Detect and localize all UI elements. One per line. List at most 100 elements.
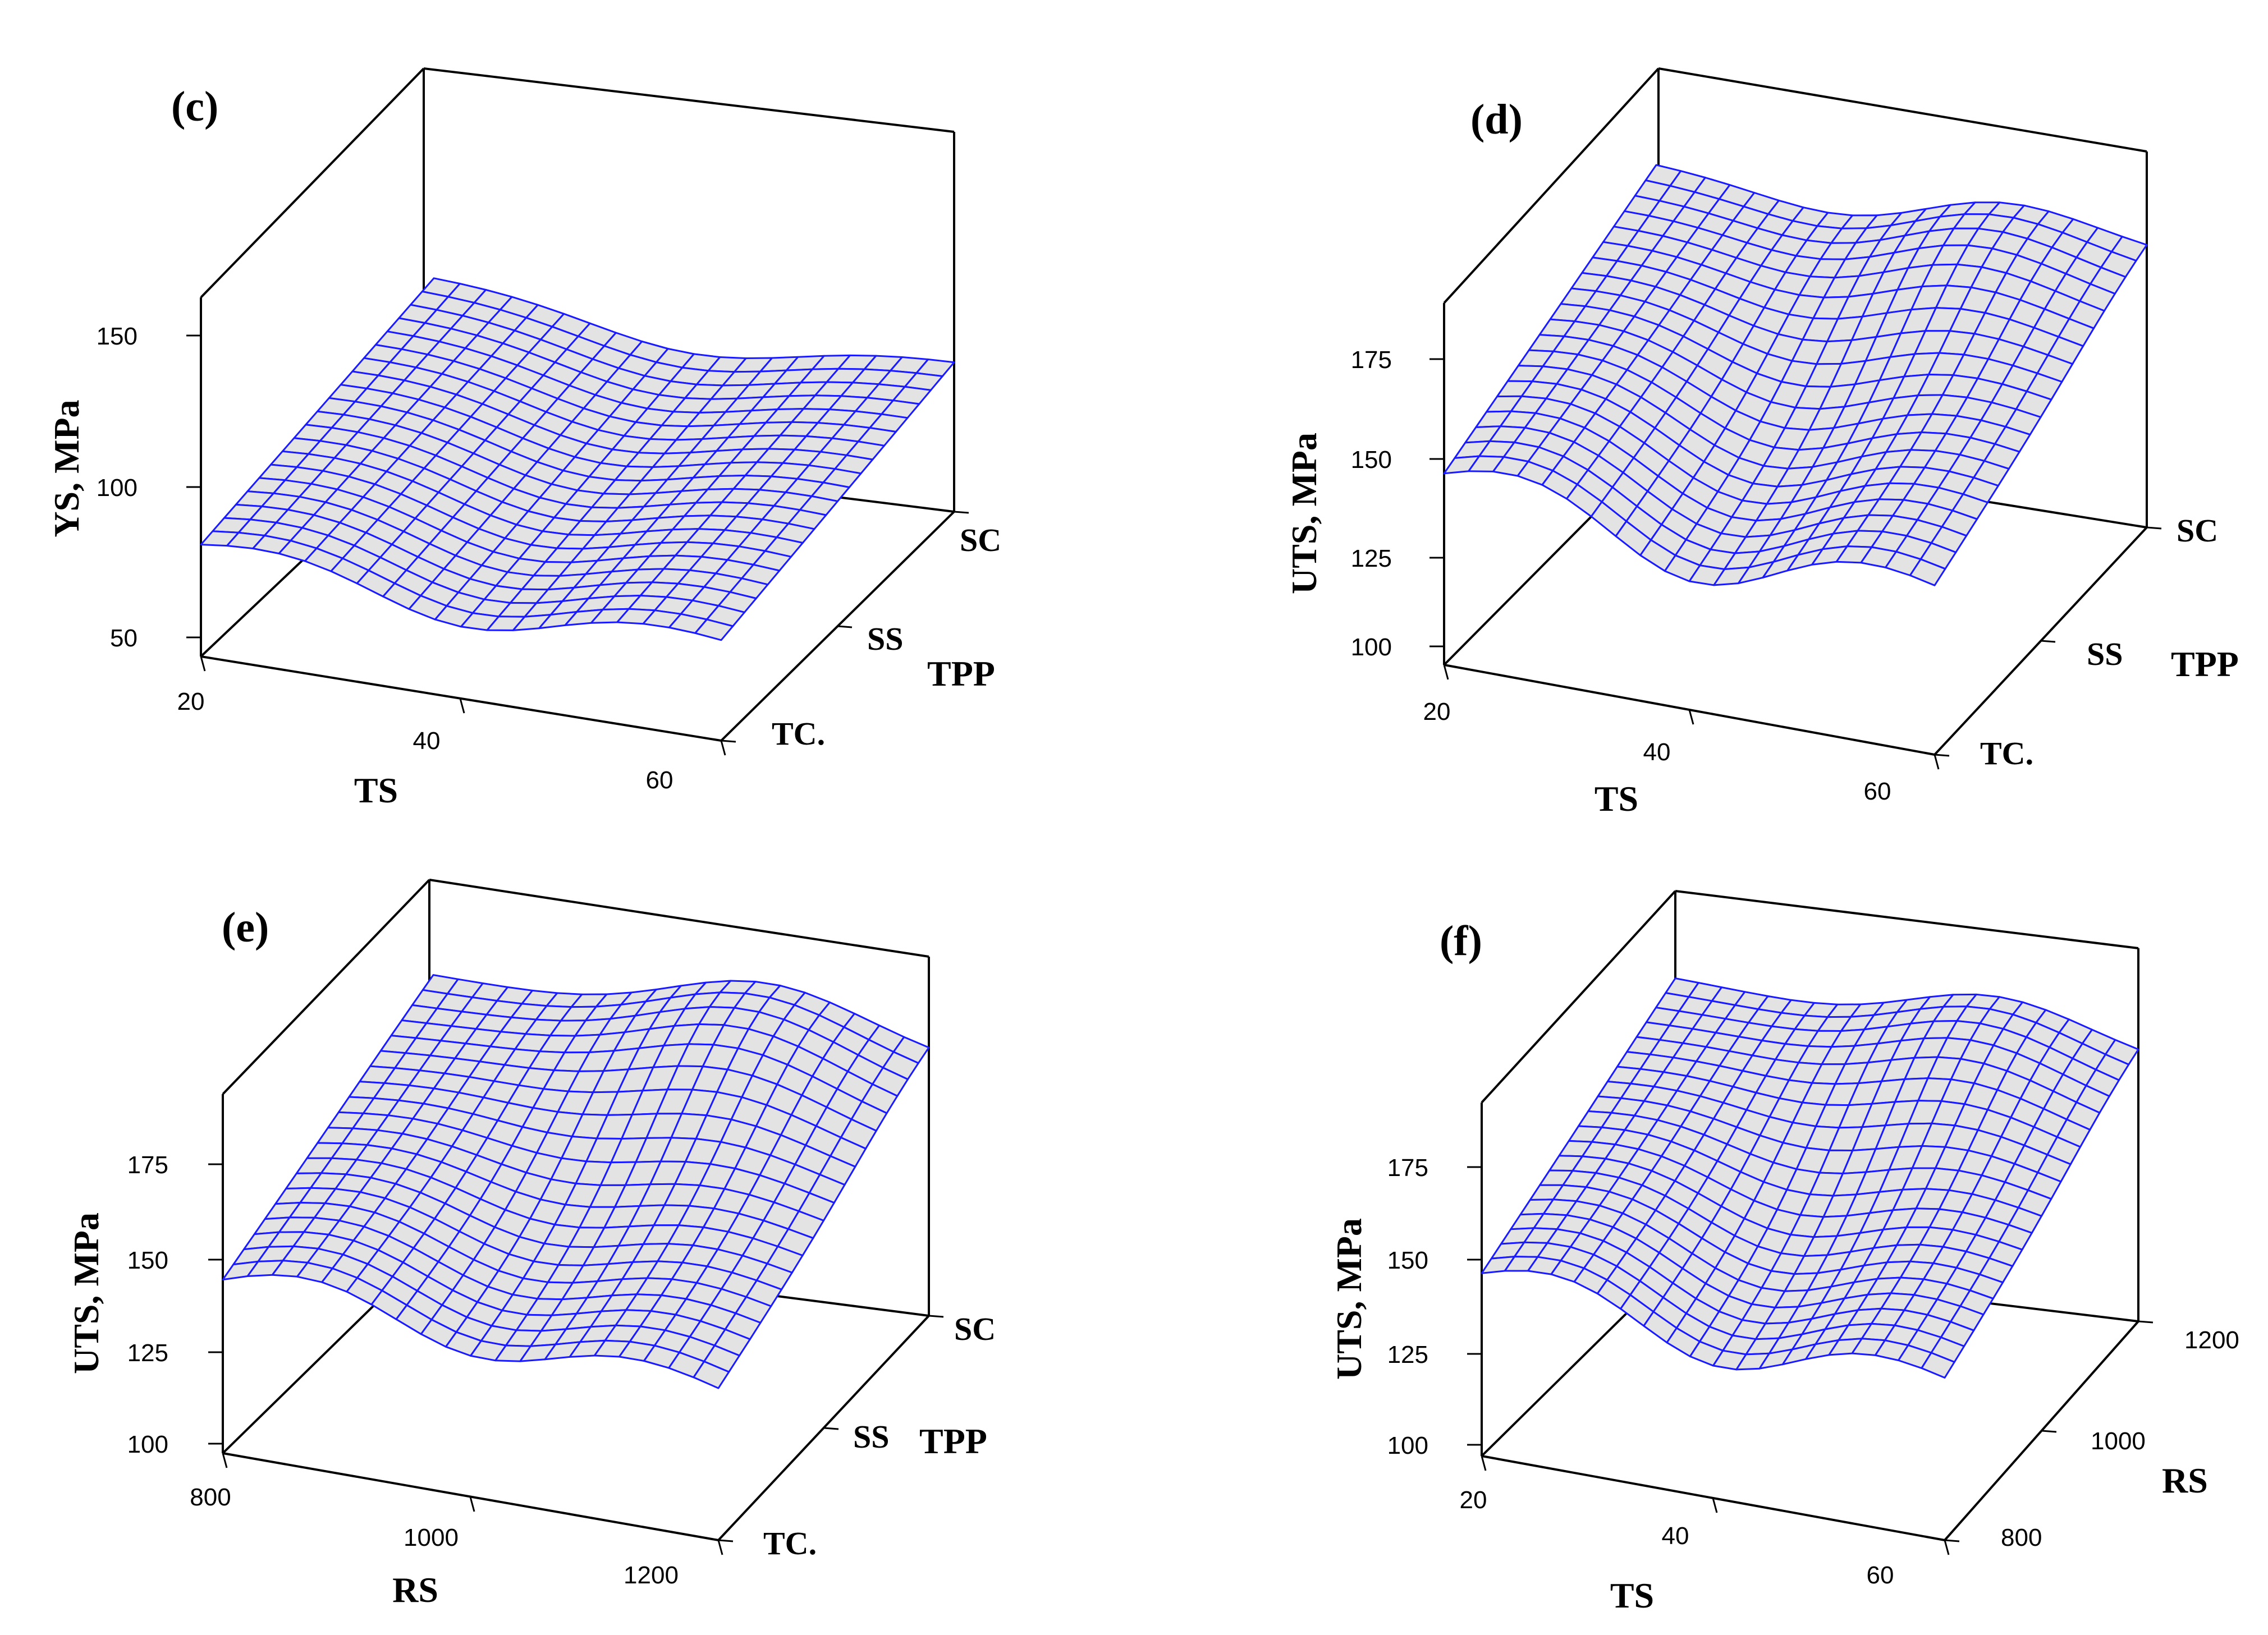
y-tick bbox=[718, 1539, 734, 1542]
y-tick bbox=[823, 1427, 839, 1430]
y-tick bbox=[721, 740, 736, 743]
x-tick bbox=[459, 698, 465, 714]
z-tick-label: 50 bbox=[110, 624, 138, 652]
x-tick-label: 40 bbox=[1662, 1522, 1689, 1550]
y-category-label: TC. bbox=[772, 715, 825, 752]
x-tick-label: 20 bbox=[177, 688, 205, 715]
x-tick bbox=[1933, 754, 1940, 770]
x-tick bbox=[720, 740, 726, 756]
x-tick-label: 60 bbox=[1864, 778, 1891, 805]
x-tick-label: 20 bbox=[1423, 698, 1451, 725]
response-surface bbox=[1443, 164, 2148, 586]
x-tick-label: 1200 bbox=[624, 1561, 679, 1589]
z-axis-title: UTS, MPa bbox=[1329, 1218, 1369, 1380]
back-top-edge bbox=[1658, 67, 2147, 153]
back-top-edge bbox=[429, 879, 929, 958]
x-axis-title: TS bbox=[1610, 1576, 1654, 1615]
z-axis-title: UTS, MPa bbox=[1284, 433, 1324, 594]
y-tick bbox=[1934, 754, 1950, 757]
x-ticks: 20 40 60 bbox=[177, 656, 726, 794]
z-axis-title: YS, MPa bbox=[47, 399, 86, 537]
y-category-label: 800 bbox=[2001, 1524, 2042, 1551]
y-tick bbox=[2138, 1320, 2154, 1324]
x-tick-label: 800 bbox=[190, 1484, 231, 1511]
surface-cell bbox=[694, 618, 734, 641]
x-tick bbox=[1944, 1540, 1950, 1555]
y-category-label: SS bbox=[853, 1418, 890, 1455]
y-category-label: SC bbox=[2177, 512, 2218, 549]
y-category-label: TC. bbox=[1980, 735, 2033, 771]
x-tick bbox=[1443, 664, 1449, 680]
x-axis-title: RS bbox=[392, 1570, 438, 1610]
z-tick-label: 100 bbox=[97, 474, 138, 502]
x-tick bbox=[469, 1496, 475, 1512]
top-left-edge bbox=[222, 879, 430, 1095]
panel-letter: (d) bbox=[1470, 96, 1523, 143]
z-tick-label: 150 bbox=[127, 1247, 168, 1274]
panel-c: 150 100 50 YS, MPa 20 40 60 TS TC. SS SC… bbox=[47, 67, 1001, 810]
y-tick bbox=[954, 511, 969, 514]
response-surface bbox=[1481, 977, 2139, 1379]
panel-d: 175 150 125 100 UTS, MPa 20 40 60 TS TC.… bbox=[1284, 67, 2239, 819]
z-ticks: 150 100 50 bbox=[97, 323, 201, 652]
surface-cell bbox=[693, 1361, 730, 1389]
top-left-edge bbox=[200, 67, 425, 298]
y-ticks: TC. SS SC bbox=[718, 1311, 996, 1561]
z-tick-label: 125 bbox=[1387, 1341, 1428, 1368]
y-tick bbox=[1944, 1539, 1960, 1542]
x-axis-title: TS bbox=[1595, 779, 1638, 819]
surface-cell bbox=[1921, 1352, 1955, 1379]
panel-f: 175 150 125 100 UTS, MPa 20 40 60 TS 800… bbox=[1329, 890, 2239, 1615]
panel-e: 175 150 125 100 UTS, MPa 800 1000 1200 R… bbox=[66, 879, 996, 1610]
x-tick bbox=[1712, 1498, 1718, 1513]
z-tick-label: 150 bbox=[1387, 1247, 1428, 1274]
back-top-edge bbox=[1675, 890, 2139, 949]
x-tick-label: 60 bbox=[1867, 1561, 1894, 1589]
y-category-label: SC bbox=[954, 1311, 996, 1347]
floor-right-edge bbox=[717, 1315, 930, 1541]
y-category-label: SS bbox=[2087, 636, 2123, 672]
top-left-edge bbox=[1481, 890, 1676, 1104]
x-axis-title: TS bbox=[354, 770, 398, 810]
x-ticks: 20 40 60 bbox=[1423, 664, 1940, 805]
y-category-label: SS bbox=[867, 621, 904, 657]
z-tick-label: 150 bbox=[1351, 446, 1392, 474]
x-tick-label: 60 bbox=[646, 766, 673, 794]
z-tick-label: 100 bbox=[1351, 633, 1392, 661]
top-left-edge bbox=[1443, 67, 1660, 304]
y-category-label: SC bbox=[960, 522, 1001, 558]
x-ticks: 20 40 60 bbox=[1460, 1455, 1950, 1589]
y-tick bbox=[2040, 640, 2056, 643]
y-tick bbox=[928, 1315, 944, 1318]
y-category-label: TC. bbox=[763, 1525, 817, 1561]
response-surface bbox=[222, 974, 930, 1389]
y-tick bbox=[837, 625, 853, 628]
z-ticks: 175 150 125 100 bbox=[1387, 1154, 1482, 1459]
floor-right-edge bbox=[1944, 1320, 2139, 1541]
z-ticks: 175 150 125 100 bbox=[127, 1151, 223, 1458]
panel-letter: (c) bbox=[171, 83, 218, 130]
x-tick-label: 40 bbox=[1643, 738, 1671, 766]
y-category-label: 1000 bbox=[2091, 1427, 2146, 1455]
panel-letter: (f) bbox=[1440, 917, 1482, 965]
back-top-edge bbox=[423, 67, 955, 133]
x-tick bbox=[200, 656, 206, 672]
z-tick-label: 100 bbox=[1387, 1432, 1428, 1459]
floor-front-edge bbox=[222, 1452, 719, 1541]
x-tick-label: 40 bbox=[413, 727, 441, 755]
x-tick bbox=[1481, 1455, 1487, 1471]
x-tick-label: 1000 bbox=[404, 1524, 459, 1551]
y-axis-title: TPP bbox=[2171, 644, 2239, 684]
z-axis-title: UTS, MPa bbox=[66, 1213, 106, 1374]
x-tick bbox=[1688, 709, 1694, 725]
y-axis-title: RS bbox=[2162, 1461, 2208, 1500]
y-axis-title: TPP bbox=[919, 1421, 987, 1461]
y-tick bbox=[2146, 526, 2162, 530]
z-tick-label: 150 bbox=[97, 323, 138, 350]
z-tick-label: 125 bbox=[127, 1339, 168, 1367]
y-ticks: 800 1000 1200 bbox=[1944, 1320, 2239, 1551]
z-tick-label: 175 bbox=[1387, 1154, 1428, 1182]
z-tick-label: 175 bbox=[1351, 346, 1392, 374]
surface-cell bbox=[1909, 558, 1946, 586]
